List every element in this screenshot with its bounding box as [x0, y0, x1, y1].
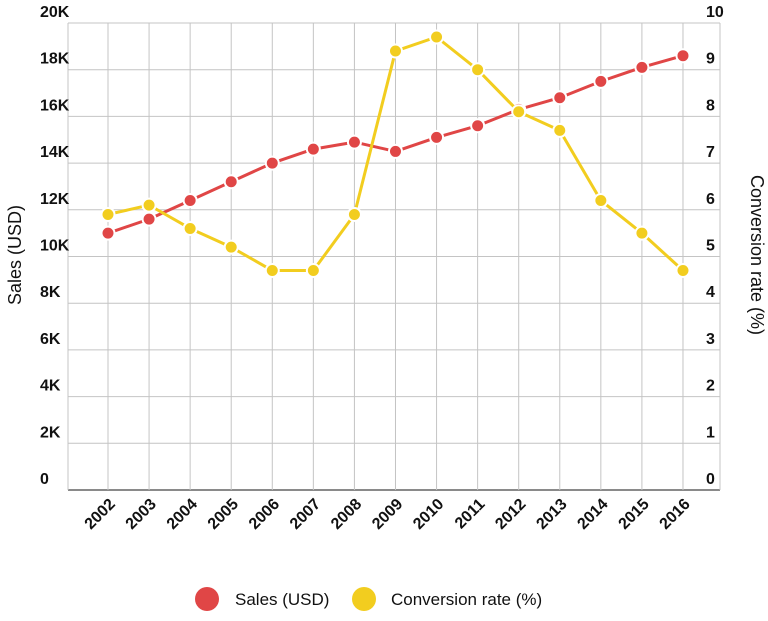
x-tick-label: 2003 [123, 496, 160, 533]
legend: Sales (USD) Conversion rate (%) [195, 587, 542, 611]
left-y-tick-label: 4K [40, 378, 61, 395]
right-y-tick-label: 3 [706, 331, 715, 348]
data-point-conversion-rate [141, 197, 157, 213]
data-point-sales [182, 192, 198, 208]
x-tick-label: 2014 [574, 496, 611, 533]
data-point-sales [429, 129, 445, 145]
x-tick-label: 2007 [287, 496, 324, 533]
right-y-tick-label: 4 [706, 284, 715, 301]
x-tick-label: 2010 [410, 496, 447, 533]
data-point-conversion-rate [511, 104, 527, 120]
data-point-conversion-rate [429, 29, 445, 45]
left-y-tick-label: 0 [40, 471, 49, 488]
x-tick-label: 2012 [492, 496, 529, 533]
x-tick-label: 2016 [657, 496, 694, 533]
data-point-conversion-rate [387, 43, 403, 59]
x-tick-label: 2013 [533, 496, 570, 533]
data-point-sales [634, 59, 650, 75]
left-y-axis-title: Sales (USD) [5, 205, 25, 305]
data-point-conversion-rate [634, 225, 650, 241]
left-y-axis-ticks: 0 2K 4K 6K 8K 10K 12K 14K 16K 18K 20K [40, 4, 70, 488]
data-point-sales [552, 90, 568, 106]
grid-lines [67, 22, 721, 491]
x-tick-label: 2015 [616, 496, 653, 533]
data-point-conversion-rate [552, 122, 568, 138]
data-point-sales [346, 134, 362, 150]
data-point-conversion-rate [305, 263, 321, 279]
left-y-tick-label: 14K [40, 144, 70, 161]
left-y-tick-label: 2K [40, 424, 61, 441]
right-y-axis-ticks: 0 1 2 3 4 5 6 7 8 9 10 [706, 4, 724, 488]
x-tick-label: 2011 [452, 496, 489, 533]
left-y-tick-label: 12K [40, 191, 70, 208]
data-point-sales [675, 48, 691, 64]
x-tick-label: 2009 [369, 496, 406, 533]
x-tick-label: 2004 [164, 496, 201, 533]
left-y-tick-label: 20K [40, 4, 70, 21]
x-tick-label: 2002 [82, 496, 119, 533]
x-tick-label: 2008 [328, 496, 365, 533]
right-y-tick-label: 5 [706, 238, 715, 255]
legend-label-sales: Sales (USD) [235, 590, 329, 609]
right-y-tick-label: 6 [706, 191, 715, 208]
legend-marker-conversion-rate [352, 587, 376, 611]
right-y-tick-label: 8 [706, 97, 715, 114]
right-y-tick-label: 9 [706, 51, 715, 68]
data-point-conversion-rate [264, 263, 280, 279]
x-tick-label: 2005 [205, 496, 242, 533]
data-point-conversion-rate [593, 192, 609, 208]
data-point-sales [264, 155, 280, 171]
data-point-sales [305, 141, 321, 157]
left-y-tick-label: 10K [40, 238, 70, 255]
data-point-conversion-rate [675, 263, 691, 279]
left-y-tick-label: 16K [40, 97, 70, 114]
data-point-sales [141, 211, 157, 227]
left-y-tick-label: 8K [40, 284, 61, 301]
left-y-tick-label: 18K [40, 51, 70, 68]
legend-label-conversion-rate: Conversion rate (%) [391, 590, 542, 609]
data-point-conversion-rate [182, 220, 198, 236]
data-point-sales [387, 143, 403, 159]
data-point-conversion-rate [223, 239, 239, 255]
series-group [100, 29, 691, 279]
x-axis-ticks: 2002 2003 2004 2005 2006 2007 2008 2009 2010 2011… [82, 496, 694, 533]
right-y-tick-label: 2 [706, 378, 715, 395]
data-point-sales [223, 174, 239, 190]
right-y-tick-label: 10 [706, 4, 724, 21]
data-point-conversion-rate [346, 206, 362, 222]
data-point-sales [470, 118, 486, 134]
left-y-tick-label: 6K [40, 331, 61, 348]
data-point-conversion-rate [470, 62, 486, 78]
legend-marker-sales [195, 587, 219, 611]
x-tick-label: 2006 [246, 496, 283, 533]
right-y-tick-label: 7 [706, 144, 715, 161]
right-y-tick-label: 0 [706, 471, 715, 488]
right-y-axis-title: Conversion rate (%) [747, 175, 767, 335]
data-point-sales [100, 225, 116, 241]
data-point-sales [593, 73, 609, 89]
right-y-tick-label: 1 [706, 424, 715, 441]
data-point-conversion-rate [100, 206, 116, 222]
